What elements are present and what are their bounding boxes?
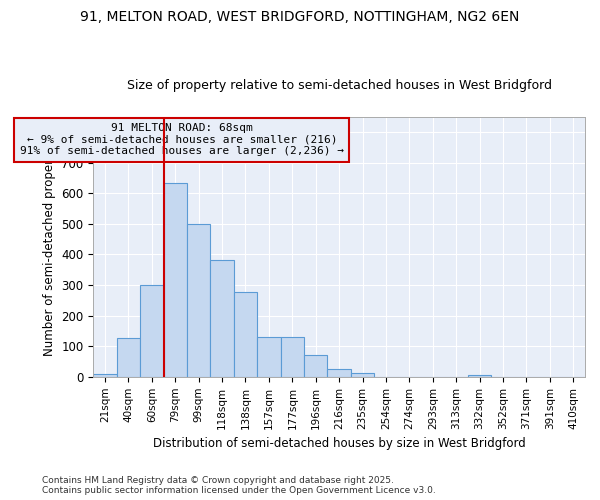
Bar [304, 355, 328, 377]
Bar [187, 224, 211, 377]
Text: Contains HM Land Registry data © Crown copyright and database right 2025.
Contai: Contains HM Land Registry data © Crown c… [42, 476, 436, 495]
Bar [117, 338, 140, 377]
Bar [211, 260, 234, 377]
Text: 91 MELTON ROAD: 68sqm
← 9% of semi-detached houses are smaller (216)
91% of semi: 91 MELTON ROAD: 68sqm ← 9% of semi-detac… [20, 124, 344, 156]
Bar [257, 336, 281, 377]
Bar [328, 369, 351, 377]
Y-axis label: Number of semi-detached properties: Number of semi-detached properties [43, 138, 56, 356]
Bar [140, 285, 164, 377]
Bar [351, 373, 374, 377]
X-axis label: Distribution of semi-detached houses by size in West Bridgford: Distribution of semi-detached houses by … [153, 437, 526, 450]
Bar [281, 336, 304, 377]
Bar [234, 292, 257, 377]
Bar [468, 376, 491, 377]
Bar [164, 182, 187, 377]
Text: 91, MELTON ROAD, WEST BRIDGFORD, NOTTINGHAM, NG2 6EN: 91, MELTON ROAD, WEST BRIDGFORD, NOTTING… [80, 10, 520, 24]
Title: Size of property relative to semi-detached houses in West Bridgford: Size of property relative to semi-detach… [127, 79, 551, 92]
Bar [94, 374, 117, 377]
